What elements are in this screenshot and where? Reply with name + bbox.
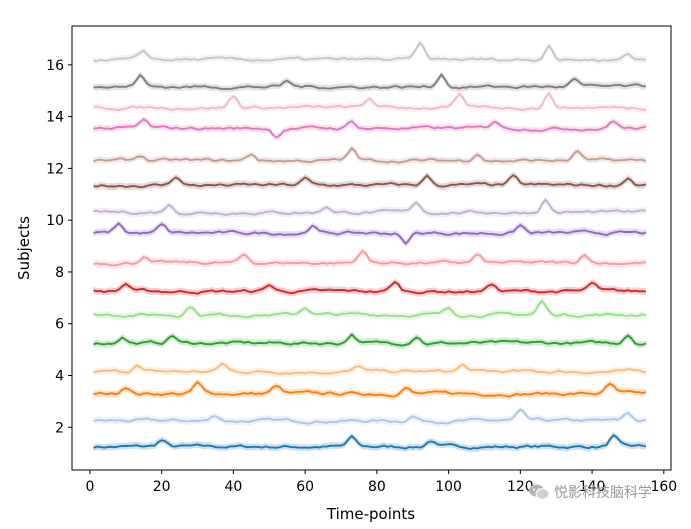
series-line-8 (93, 249, 646, 267)
x-tick-label: 80 (368, 479, 386, 495)
series-band-7 (93, 278, 646, 297)
series-subject-8 (93, 247, 646, 269)
y-axis: 2 4 6 8 10 12 14 16 (46, 58, 72, 436)
series-subject-15 (93, 71, 646, 93)
series-subject-13 (93, 115, 647, 142)
x-tick-label: 60 (296, 479, 314, 495)
series-subject-2 (93, 406, 647, 428)
x-tick-label: 0 (85, 479, 94, 495)
y-tick-label: 16 (46, 58, 64, 74)
series-band-11 (93, 171, 646, 191)
series-line-1 (93, 434, 647, 450)
series-band-15 (93, 71, 646, 93)
series-subject-9 (93, 219, 647, 248)
series-band-4 (93, 360, 646, 378)
wechat-icon (529, 484, 550, 500)
series-subject-3 (93, 378, 647, 400)
series-subject-4 (93, 360, 647, 378)
series-line-14 (93, 92, 647, 112)
series-band-5 (93, 331, 646, 349)
series-line-2 (93, 408, 647, 425)
series-line-3 (93, 381, 647, 398)
y-tick-label: 14 (46, 110, 64, 126)
series-line-13 (93, 118, 647, 139)
series-band-14 (93, 90, 646, 114)
x-tick-label: 40 (224, 479, 242, 495)
y-tick-label: 10 (46, 213, 64, 229)
x-tick-label: 140 (579, 479, 606, 495)
watermark-text: 悦影科技脑科学 (554, 485, 652, 501)
x-axis-label: Time-points (326, 505, 415, 523)
y-axis-label: Subjects (15, 216, 33, 280)
x-tick-label: 20 (153, 479, 171, 495)
series-line-12 (93, 147, 647, 164)
series-band-12 (93, 144, 646, 166)
series-line-7 (93, 281, 646, 295)
series-subject-7 (93, 278, 646, 297)
x-tick-label: 120 (507, 479, 534, 495)
series-subject-6 (93, 297, 647, 321)
series-subject-11 (93, 171, 647, 191)
series-layer (93, 39, 647, 453)
x-axis: 0 20 40 60 80 100 120 140 160 (85, 470, 677, 495)
series-line-5 (93, 333, 647, 347)
series-subject-5 (93, 331, 647, 349)
series-line-11 (93, 174, 647, 189)
series-band-8 (93, 247, 646, 269)
series-band-10 (93, 196, 646, 219)
series-line-10 (93, 198, 646, 216)
series-subject-1 (93, 431, 647, 453)
series-line-6 (93, 299, 647, 319)
series-band-2 (93, 406, 646, 428)
series-band-3 (93, 378, 646, 400)
series-line-4 (93, 362, 647, 375)
y-tick-label: 12 (46, 161, 64, 177)
x-tick-label: 160 (650, 479, 677, 495)
plot-frame (71, 25, 672, 471)
watermark: 悦影科技脑科学 (528, 482, 652, 502)
series-line-16 (93, 41, 646, 63)
y-tick-label: 4 (55, 369, 64, 385)
x-tick-label: 100 (435, 479, 462, 495)
series-subject-16 (93, 39, 646, 65)
series-band-16 (93, 39, 646, 65)
y-tick-label: 6 (55, 317, 64, 333)
series-line-15 (93, 73, 646, 91)
series-line-9 (93, 222, 647, 245)
series-subject-10 (93, 196, 646, 219)
y-tick-label: 8 (55, 265, 64, 281)
series-subject-12 (93, 144, 647, 166)
series-band-1 (93, 431, 646, 453)
y-tick-label: 2 (55, 420, 64, 436)
series-subject-14 (93, 90, 647, 114)
